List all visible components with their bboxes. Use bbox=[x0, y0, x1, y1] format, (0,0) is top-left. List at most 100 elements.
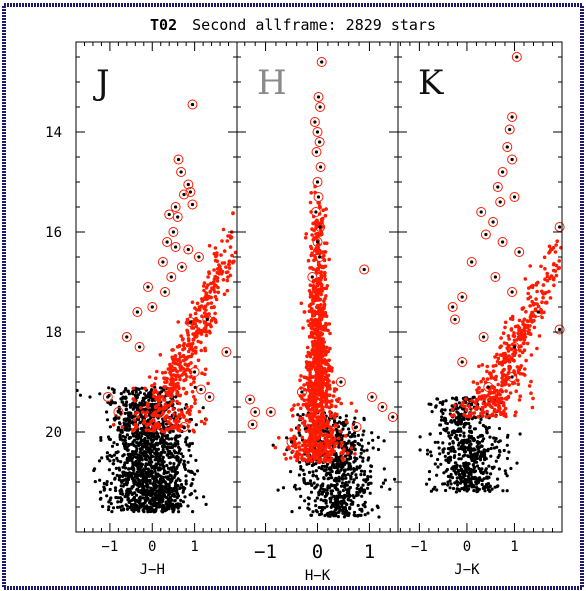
member-star bbox=[194, 345, 198, 350]
member-star bbox=[203, 295, 207, 300]
field-star bbox=[139, 489, 143, 493]
field-star bbox=[108, 425, 112, 429]
field-star bbox=[148, 463, 153, 467]
field-star bbox=[483, 458, 487, 462]
field-star bbox=[127, 424, 131, 428]
member-star bbox=[305, 398, 310, 402]
member-star bbox=[187, 354, 192, 359]
member-star bbox=[326, 349, 331, 354]
member-star bbox=[133, 425, 138, 430]
field-star bbox=[124, 480, 129, 484]
field-star bbox=[162, 460, 166, 464]
member-star bbox=[485, 409, 489, 414]
field-star bbox=[121, 479, 125, 483]
field-star bbox=[332, 514, 336, 518]
member-star bbox=[151, 413, 155, 418]
member-star bbox=[315, 444, 320, 448]
field-star bbox=[141, 445, 145, 449]
field-star bbox=[367, 456, 371, 460]
member-star bbox=[202, 281, 207, 285]
field-star bbox=[135, 474, 139, 478]
field-star bbox=[342, 472, 346, 476]
member-star bbox=[189, 404, 194, 409]
field-star bbox=[165, 490, 169, 494]
field-star bbox=[462, 425, 466, 429]
field-star bbox=[336, 458, 340, 462]
member-star bbox=[310, 325, 314, 330]
field-star bbox=[159, 494, 163, 498]
field-star bbox=[142, 403, 146, 407]
field-star bbox=[139, 436, 143, 440]
member-star bbox=[186, 337, 191, 341]
field-star bbox=[147, 391, 151, 396]
member-star bbox=[185, 405, 189, 409]
chart-title: T02 Second allframe: 2829 stars bbox=[150, 16, 436, 34]
field-star bbox=[152, 467, 156, 471]
member-star bbox=[509, 357, 513, 361]
field-star bbox=[140, 426, 144, 431]
member-star bbox=[306, 367, 310, 372]
field-star bbox=[115, 456, 119, 460]
x-tick-label: −1 bbox=[101, 539, 118, 555]
member-star bbox=[304, 232, 309, 236]
field-star bbox=[314, 469, 318, 473]
member-star bbox=[171, 377, 175, 382]
member-star bbox=[504, 381, 508, 386]
field-star bbox=[190, 441, 194, 446]
member-star bbox=[308, 200, 313, 205]
field-star bbox=[137, 453, 141, 457]
member-star bbox=[309, 291, 314, 295]
field-star bbox=[143, 505, 147, 509]
field-star bbox=[167, 482, 171, 486]
field-star bbox=[157, 466, 161, 470]
field-star bbox=[118, 496, 122, 500]
field-star bbox=[138, 391, 142, 395]
member-star bbox=[277, 436, 281, 440]
member-star bbox=[173, 354, 178, 358]
member-star bbox=[548, 296, 553, 300]
member-star bbox=[216, 290, 221, 295]
field-star bbox=[518, 432, 522, 436]
member-star bbox=[513, 324, 518, 329]
member-star bbox=[308, 380, 313, 385]
field-star bbox=[169, 480, 173, 484]
field-star bbox=[503, 469, 507, 473]
member-star bbox=[312, 331, 317, 336]
field-star bbox=[456, 423, 460, 427]
member-star bbox=[310, 348, 314, 353]
field-star bbox=[290, 510, 294, 514]
field-star bbox=[297, 473, 301, 477]
field-star bbox=[179, 458, 183, 462]
field-star bbox=[136, 465, 140, 469]
member-star bbox=[170, 393, 174, 397]
member-star bbox=[477, 364, 481, 369]
field-star bbox=[150, 449, 154, 453]
circled-star-dot bbox=[171, 230, 175, 234]
member-star bbox=[320, 264, 325, 269]
member-star bbox=[530, 285, 535, 290]
field-star bbox=[331, 489, 335, 493]
field-star bbox=[425, 448, 430, 452]
member-star bbox=[213, 258, 218, 263]
member-star bbox=[174, 377, 178, 382]
field-star bbox=[307, 496, 311, 501]
member-star bbox=[183, 372, 188, 376]
member-star bbox=[506, 334, 511, 338]
member-star bbox=[222, 292, 227, 297]
field-star bbox=[149, 492, 153, 496]
field-star bbox=[132, 505, 136, 509]
member-star bbox=[309, 427, 313, 432]
member-star bbox=[324, 400, 329, 405]
field-star bbox=[137, 457, 141, 461]
member-star bbox=[305, 376, 310, 381]
field-star bbox=[178, 460, 182, 464]
field-star bbox=[132, 481, 136, 485]
field-star bbox=[463, 464, 467, 468]
field-star bbox=[173, 504, 177, 508]
field-star bbox=[483, 485, 487, 489]
field-star bbox=[485, 471, 489, 475]
member-star bbox=[325, 374, 330, 379]
x-tick-label: 0 bbox=[312, 541, 323, 563]
field-star bbox=[337, 510, 341, 514]
